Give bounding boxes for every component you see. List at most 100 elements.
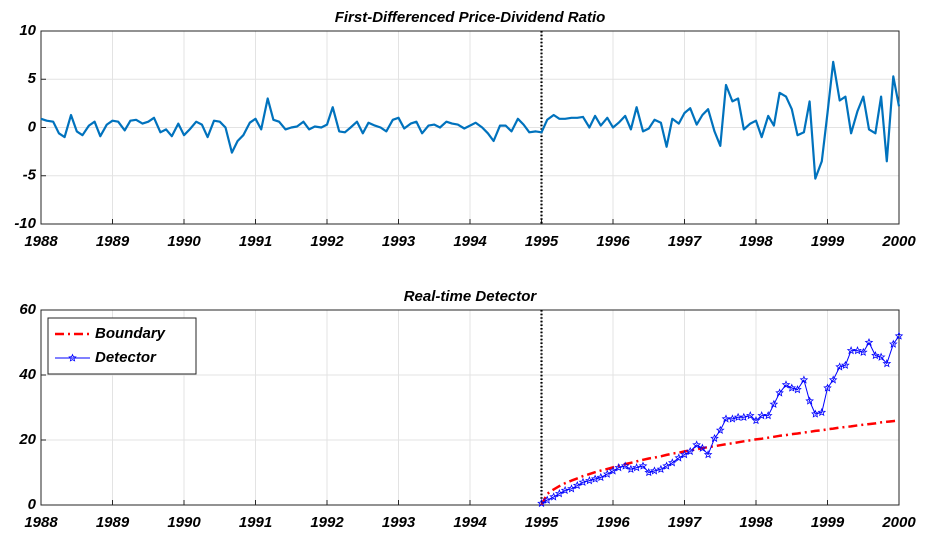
marker [763, 411, 773, 420]
marker [728, 414, 737, 423]
marker [560, 485, 570, 495]
marker [567, 484, 576, 493]
marker [781, 380, 791, 389]
marker [644, 467, 654, 477]
x-tick-label: 1995 [525, 233, 559, 250]
marker [805, 396, 814, 405]
marker [835, 362, 844, 371]
marker [656, 464, 666, 473]
legend-label: Detector [95, 349, 157, 366]
marker [828, 375, 838, 384]
marker [667, 458, 677, 467]
marker [578, 477, 588, 486]
marker [572, 480, 582, 490]
marker [739, 412, 749, 421]
marker [692, 440, 701, 449]
x-tick-label: 1999 [811, 514, 845, 531]
marker [715, 425, 725, 434]
x-tick-label: 1999 [811, 233, 845, 250]
x-tick-label: 1990 [167, 233, 201, 250]
marker [703, 450, 713, 459]
marker [858, 347, 868, 356]
y-tick-label: 40 [18, 366, 36, 383]
marker [662, 461, 671, 470]
x-tick-label: 1988 [24, 233, 58, 250]
series-line [540, 419, 900, 506]
x-tick-label: 1997 [668, 514, 702, 531]
marker [799, 375, 809, 384]
x-tick-label: 1995 [525, 514, 559, 531]
y-tick-label: 10 [19, 22, 36, 39]
marker [882, 359, 892, 368]
marker [554, 489, 564, 498]
series-line [541, 335, 900, 504]
y-tick-label: 0 [28, 496, 37, 513]
marker [840, 360, 850, 369]
marker [596, 472, 606, 482]
marker [650, 466, 659, 475]
chart-title: First-Differenced Price-Dividend Ratio [335, 9, 606, 26]
axes-box [40, 30, 900, 225]
x-tick-label: 1998 [739, 233, 773, 250]
x-tick-label: 1988 [24, 514, 58, 531]
marker [602, 469, 612, 478]
marker [590, 474, 600, 483]
marker [793, 385, 802, 394]
legend-box [47, 317, 197, 375]
y-tick-label: -10 [14, 215, 36, 232]
marker [775, 388, 784, 397]
marker [864, 337, 874, 347]
x-tick-label: 1996 [596, 514, 630, 531]
axes-box [40, 309, 900, 506]
y-tick-label: 20 [18, 431, 36, 448]
x-tick-label: 1991 [239, 233, 272, 250]
x-tick-label: 1992 [310, 514, 344, 531]
marker [823, 383, 832, 392]
marker [745, 411, 755, 420]
marker [710, 433, 719, 443]
marker [614, 463, 624, 472]
marker [674, 453, 684, 462]
x-tick-label: 1989 [96, 233, 130, 250]
series-line [40, 60, 901, 180]
x-tick-label: 2000 [881, 233, 916, 250]
marker [632, 463, 641, 472]
marker [697, 443, 707, 452]
marker [853, 346, 862, 355]
x-tick-label: 1990 [167, 514, 201, 531]
marker [871, 350, 880, 360]
y-tick-label: 60 [19, 301, 36, 318]
marker [685, 446, 695, 456]
x-tick-label: 1989 [96, 514, 130, 531]
marker [894, 331, 904, 340]
marker [542, 495, 552, 504]
marker [811, 409, 820, 418]
chart-title: Real-time Detector [404, 288, 538, 305]
x-tick-label: 1993 [382, 233, 416, 250]
marker [638, 461, 648, 470]
marker [769, 399, 779, 408]
x-tick-label: 1992 [310, 233, 344, 250]
x-tick-label: 1993 [382, 514, 416, 531]
x-tick-label: 1996 [596, 233, 630, 250]
marker [608, 466, 618, 475]
x-tick-label: 1991 [239, 514, 272, 531]
marker [817, 407, 827, 417]
marker [626, 464, 636, 473]
marker [549, 492, 558, 501]
x-tick-label: 1994 [453, 233, 487, 250]
marker [537, 498, 546, 508]
y-tick-label: 5 [28, 70, 37, 87]
y-tick-label: 0 [28, 118, 37, 135]
marker [680, 450, 689, 459]
x-tick-label: 1998 [739, 514, 773, 531]
marker [585, 476, 594, 485]
legend-marker [68, 353, 77, 362]
x-tick-label: 2000 [881, 514, 916, 531]
marker [620, 461, 630, 470]
marker [787, 383, 797, 392]
legend-label: Boundary [95, 325, 166, 342]
marker [888, 339, 898, 348]
y-tick-label: -5 [23, 167, 37, 184]
